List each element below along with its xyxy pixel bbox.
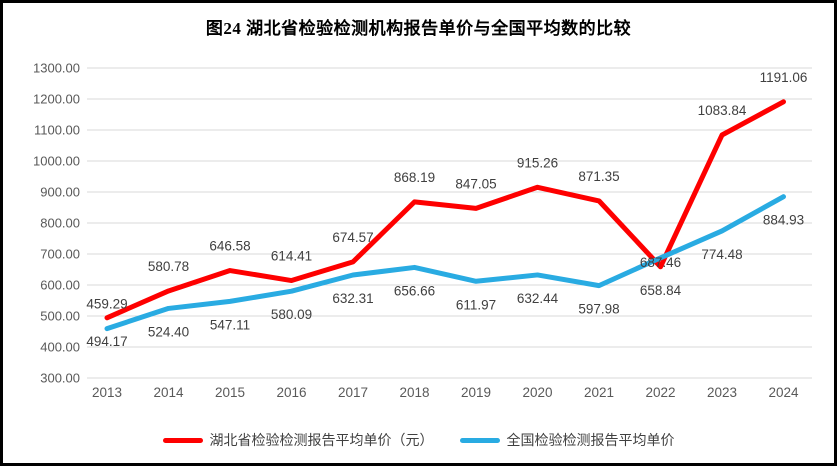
data-label: 614.41 (271, 249, 312, 264)
data-label: 524.40 (148, 324, 189, 339)
data-label: 868.19 (394, 170, 435, 185)
legend-item-hubei: 湖北省检验检测报告平均单价（元） (162, 430, 434, 450)
y-axis-tick-label: 1200.00 (33, 92, 80, 107)
data-label: 632.31 (332, 291, 373, 306)
x-axis-tick-label: 2019 (461, 385, 491, 400)
legend-label: 湖北省检验检测报告平均单价（元） (209, 432, 434, 448)
y-axis-tick-label: 600.00 (40, 278, 80, 293)
y-axis-tick-label: 1300.00 (33, 61, 80, 76)
legend-label: 全国检验检测报告平均单价 (506, 432, 675, 448)
legend-item-national: 全国检验检测报告平均单价 (459, 430, 675, 450)
data-label: 871.35 (578, 169, 619, 184)
data-label: 687.46 (640, 255, 681, 270)
data-label: 494.17 (86, 334, 127, 349)
y-axis-tick-label: 1100.00 (34, 123, 80, 138)
data-label: 597.98 (578, 302, 619, 317)
data-label: 459.29 (86, 297, 127, 312)
y-axis-tick-label: 700.00 (40, 247, 80, 262)
data-label: 547.11 (210, 317, 250, 332)
x-axis-tick-label: 2016 (276, 385, 306, 400)
x-axis-tick-label: 2014 (153, 385, 184, 400)
data-label: 611.97 (456, 297, 496, 312)
data-label: 646.58 (209, 239, 250, 254)
chart-canvas: 1300.00 1200.00 1100.00 1000.00 900.00 800.00… (33, 61, 812, 400)
x-axis-tick-label: 2022 (645, 385, 675, 400)
chart-legend: 湖北省检验检测报告平均单价（元） 全国检验检测报告平均单价 (3, 430, 834, 450)
x-axis-tick-label: 2013 (92, 385, 122, 400)
x-axis-tick-label: 2021 (584, 385, 614, 400)
x-axis-tick-label: 2024 (768, 385, 799, 400)
hubei-series-line (104, 99, 786, 321)
y-axis-tick-label: 400.00 (40, 340, 80, 355)
y-axis-tick-label: 800.00 (40, 216, 80, 231)
data-label: 915.26 (517, 155, 558, 170)
data-label: 656.66 (394, 283, 435, 298)
data-label: 658.84 (640, 283, 682, 298)
data-label: 580.78 (148, 259, 189, 274)
x-axis-tick-label: 2015 (215, 385, 245, 400)
data-label: 1191.06 (760, 70, 808, 85)
national-series-line (104, 194, 786, 332)
x-axis-tick-label: 2018 (399, 385, 429, 400)
data-label: 774.48 (701, 247, 742, 262)
y-axis-tick-label: 500.00 (40, 309, 80, 324)
data-label: 847.05 (455, 176, 496, 191)
x-axis-tick-label: 2020 (522, 385, 552, 400)
x-axis-tick-label: 2023 (707, 385, 737, 400)
data-label: 632.44 (517, 291, 559, 306)
y-axis-tick-label: 900.00 (40, 185, 80, 200)
y-axis-tick-label: 1000.00 (33, 154, 80, 169)
data-label: 1083.84 (698, 103, 747, 118)
x-axis-tick-label: 2017 (338, 385, 368, 400)
data-label: 674.57 (332, 230, 373, 245)
chart-title: 图24 湖北省检验检测机构报告单价与全国平均数的比较 (205, 19, 632, 38)
data-label: 884.93 (763, 213, 804, 228)
legend-line-swatch (459, 437, 500, 443)
y-axis-tick-label: 300.00 (40, 371, 80, 386)
legend-line-swatch (162, 437, 203, 443)
data-label: 580.09 (271, 307, 312, 322)
